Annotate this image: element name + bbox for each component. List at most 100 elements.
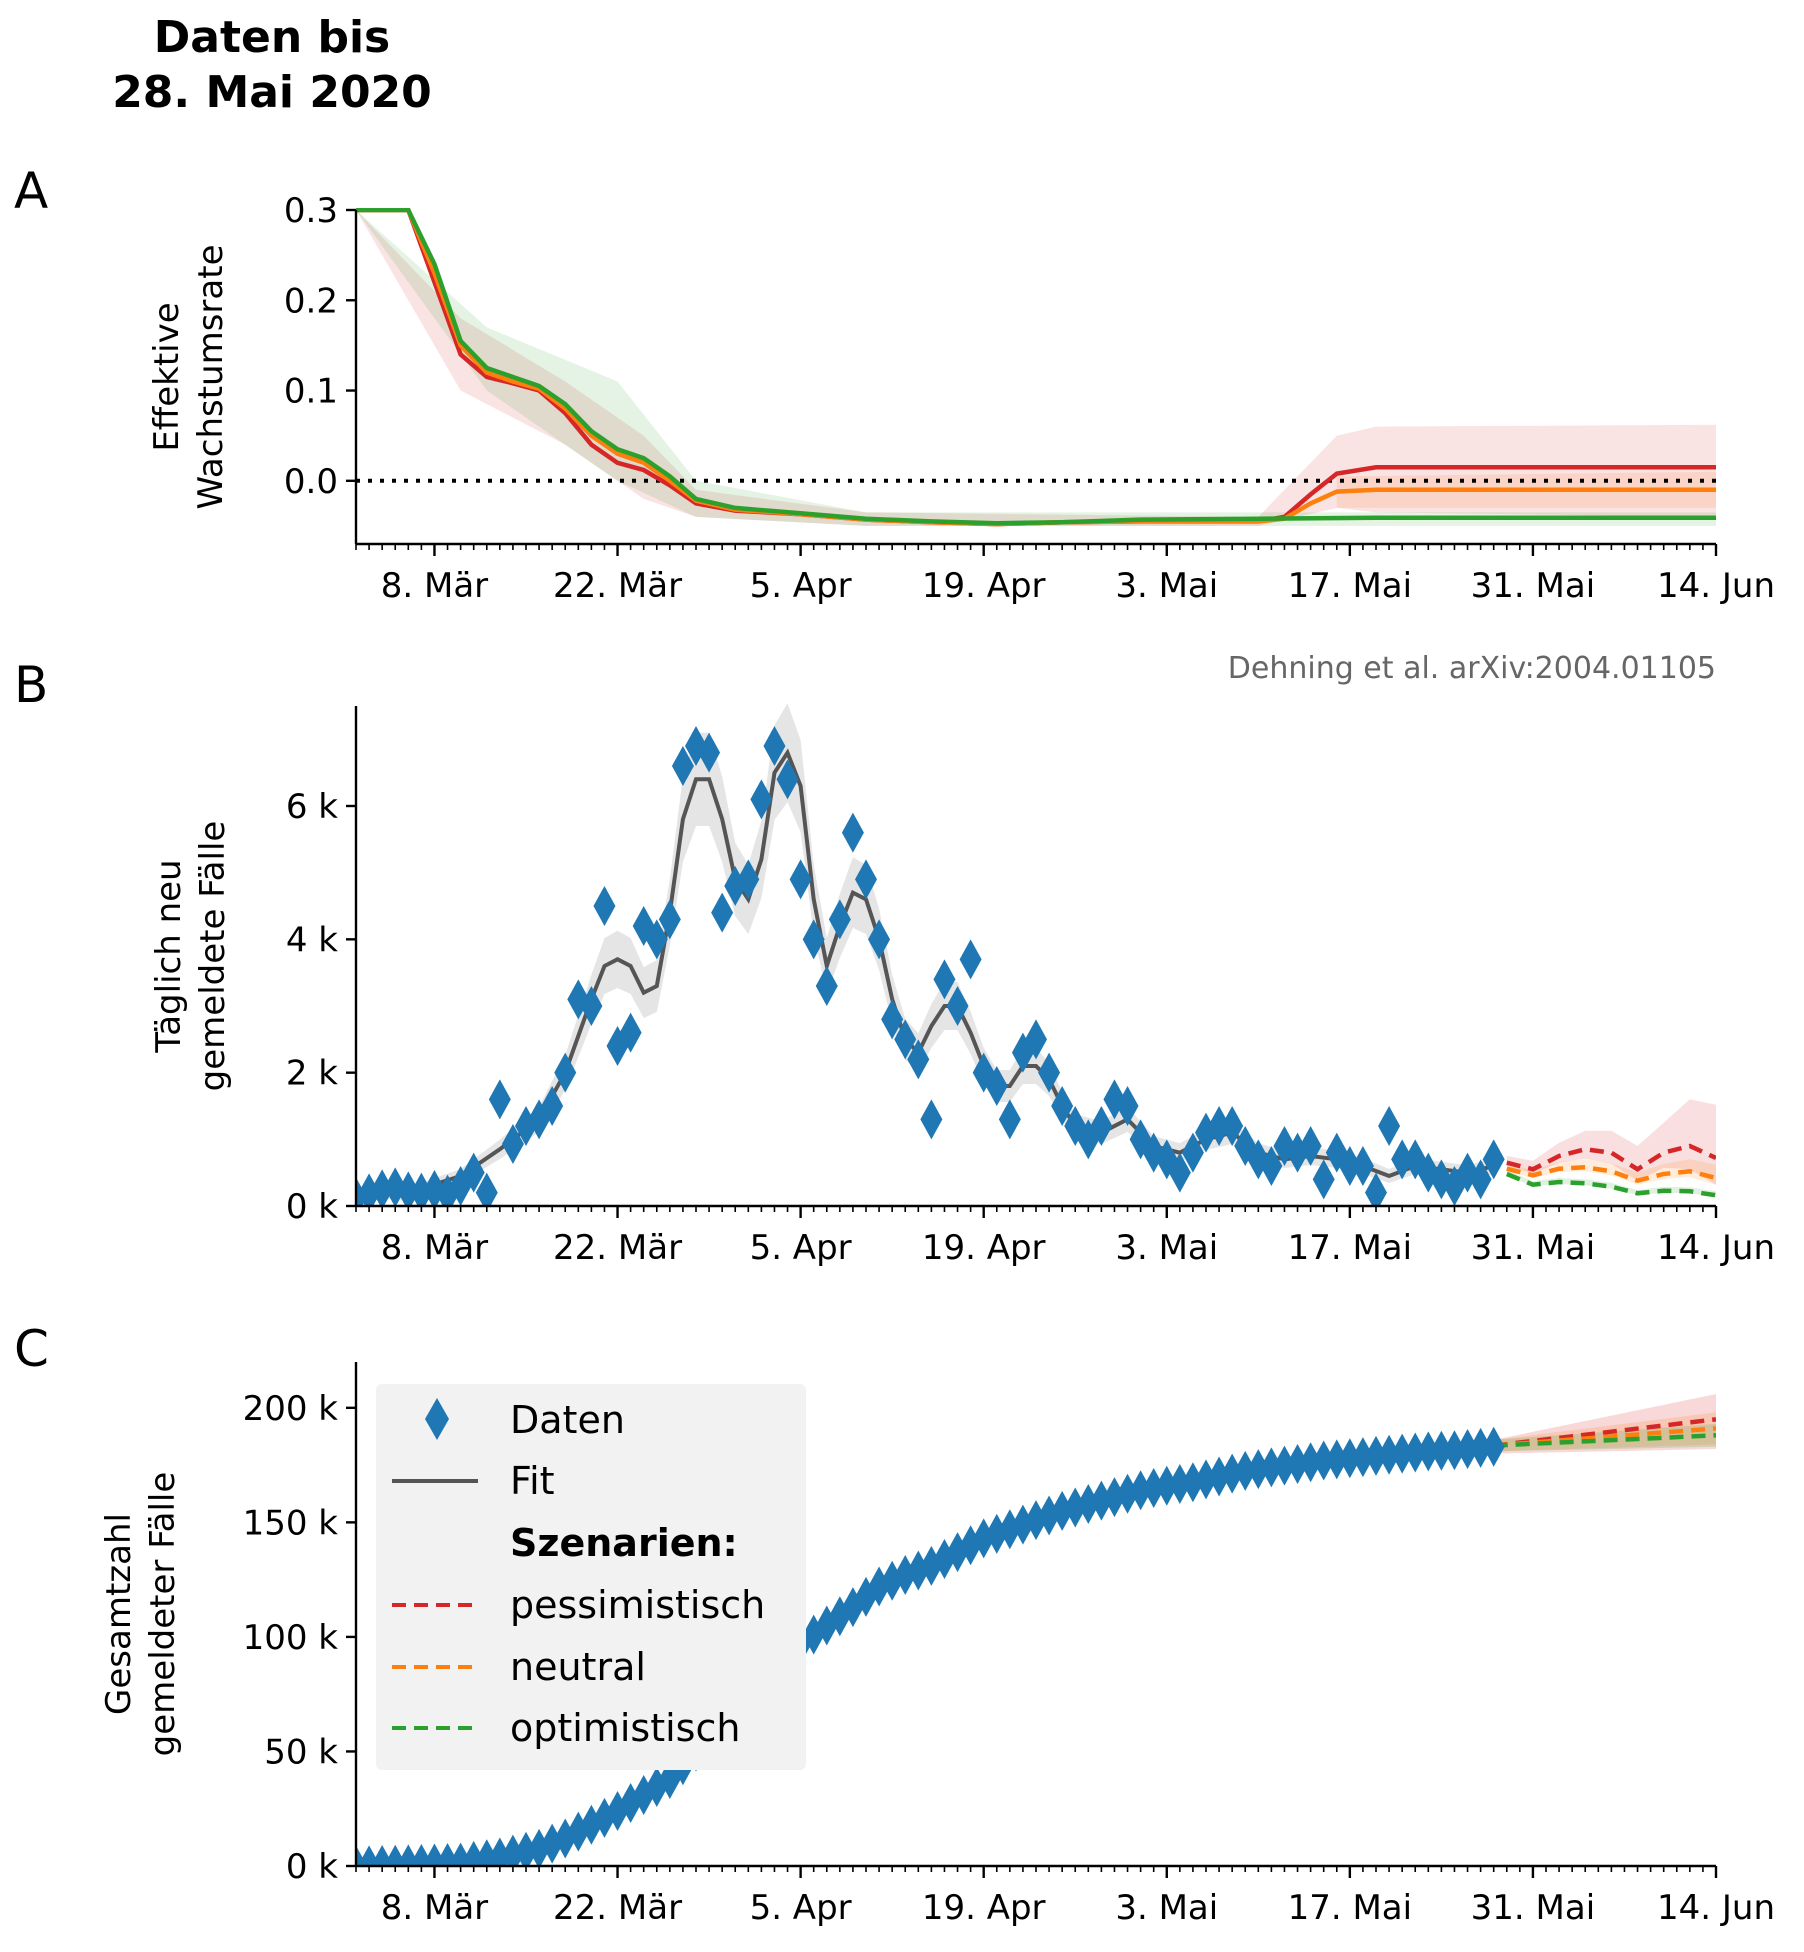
data-point (1378, 1434, 1401, 1475)
data-point (1312, 1159, 1335, 1200)
panel-c-total-cases: 0 k 50 k 100 k 150 k 200 k 8. Mär 22. Mär 5. Ap… (99, 1362, 1775, 1928)
data-point (1208, 1456, 1231, 1497)
data-point (1234, 1450, 1257, 1491)
data-point (645, 919, 668, 960)
data-point (1025, 1019, 1047, 1060)
data-point (1365, 1172, 1387, 1206)
y-tick-label: 0.0 (284, 462, 338, 502)
x-tick-label: 8. Mär (381, 1888, 488, 1928)
title-line-2: 28. Mai 2020 (112, 67, 432, 118)
data-point (1430, 1430, 1453, 1471)
data-point (920, 1099, 943, 1140)
x-tick-label: 19. Apr (922, 566, 1046, 606)
data-point (580, 986, 603, 1026)
data-point (1469, 1159, 1492, 1200)
data-point (1181, 1132, 1204, 1173)
data-point (789, 859, 812, 900)
data-point (1338, 1438, 1361, 1479)
legend-box (376, 1384, 806, 1770)
x-tick-label: 22. Mär (553, 1888, 682, 1928)
data-point (528, 1828, 551, 1866)
forecast-line-pessimistisch (1506, 1143, 1716, 1172)
data-point (1221, 1106, 1244, 1146)
x-tick-label: 14. Jun (1657, 566, 1775, 606)
data-point (1312, 1440, 1335, 1481)
data-point (1351, 1437, 1374, 1478)
data-point (868, 919, 891, 960)
data-point (737, 859, 760, 900)
data-point (593, 886, 616, 926)
data-point (881, 999, 904, 1040)
x-tick-label: 31. Mai (1471, 1888, 1596, 1928)
y-axis-label-line-1: Effektive (147, 302, 187, 451)
forecast-line-pessimistisch (1493, 1417, 1716, 1448)
forecast-line-neutral (1506, 1165, 1716, 1184)
forecast-band-neutral (1506, 1159, 1716, 1185)
data-point (698, 732, 721, 773)
data-point (1038, 1052, 1061, 1093)
x-tick-label: 3. Mai (1115, 1888, 1218, 1928)
data-point (894, 1019, 917, 1060)
data-point (841, 812, 864, 853)
panel-b-daily-cases: 0 k 2 k 4 k 6 k 8. Mär 22. Mär 5. Apr 19. Apr 3.… (149, 704, 1775, 1268)
y-tick-label: 200 k (243, 1389, 339, 1429)
data-point (1116, 1473, 1139, 1514)
data-point (515, 1831, 537, 1866)
data-point (1482, 1139, 1505, 1180)
data-point (501, 1834, 524, 1866)
data-point (1378, 1106, 1401, 1146)
data-point (1090, 1106, 1113, 1146)
data-point (1116, 1086, 1139, 1126)
data-point (998, 1099, 1021, 1140)
data-point (711, 892, 734, 933)
data-point (1260, 1146, 1283, 1186)
y-tick-label: 100 k (243, 1618, 339, 1658)
legend-optimistic-label: optimistisch (510, 1706, 740, 1750)
title-line-1: Daten bis (154, 12, 391, 63)
data-point (554, 1052, 577, 1093)
plot-area (356, 208, 1716, 527)
data-point (1299, 1442, 1322, 1483)
data-point (488, 1079, 511, 1120)
y-axis-label-line-1: Täglich neu (149, 859, 189, 1053)
data-point (619, 1012, 642, 1053)
data-point (671, 746, 694, 786)
data-point (1247, 1449, 1270, 1490)
scenario-band-pessimistisch (356, 210, 1716, 526)
y-tick-label: 2 k (286, 1054, 338, 1094)
data-point (1456, 1429, 1479, 1470)
data-point (1090, 1480, 1113, 1521)
data-point (436, 1174, 459, 1206)
x-tick-label: 3. Mai (1115, 566, 1218, 606)
x-tick-label: 31. Mai (1471, 566, 1596, 606)
data-point (763, 726, 786, 766)
data-point (462, 1152, 485, 1193)
legend-fit-label: Fit (510, 1459, 555, 1503)
x-tick-label: 17. Mai (1288, 566, 1413, 606)
y-axis-label-line-1: Gesamtzahl (99, 1513, 139, 1715)
forecast-line-optimistisch (1505, 1171, 1716, 1198)
legend-data-marker-icon (425, 1398, 449, 1440)
x-tick-label: 5. Apr (750, 1228, 852, 1268)
data-point (1051, 1086, 1074, 1126)
data-point (541, 1086, 564, 1126)
data-point (1443, 1430, 1466, 1471)
data-point (1391, 1433, 1414, 1474)
data-point (1299, 1126, 1322, 1166)
y-tick-label: 0 k (286, 1187, 338, 1227)
panel-letter-b: B (14, 656, 48, 714)
data-point (358, 1173, 381, 1206)
x-tick-label: 31. Mai (1471, 1228, 1596, 1268)
y-axis-label-line-2: Wachstumsrate (191, 244, 231, 509)
data-point (802, 919, 825, 960)
data-point (1338, 1146, 1361, 1186)
data-point (1273, 1445, 1296, 1486)
data-point (1365, 1435, 1387, 1476)
y-tick-label: 0.3 (284, 191, 338, 231)
data-point (1391, 1139, 1414, 1180)
y-tick-label: 50 k (264, 1732, 338, 1772)
forecast-line-neutral (1493, 1426, 1716, 1448)
forecast-line-optimistisch (1493, 1433, 1716, 1448)
data-point (946, 986, 969, 1026)
